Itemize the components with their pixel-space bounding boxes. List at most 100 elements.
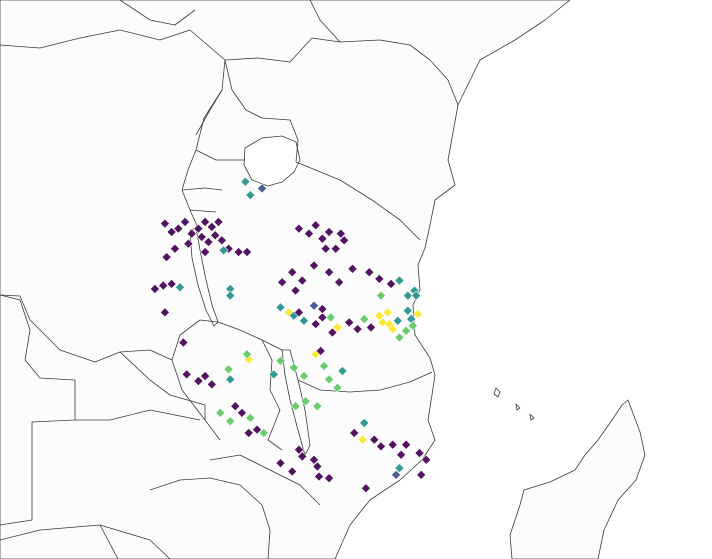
site-marker[interactable] xyxy=(392,315,403,326)
site-marker[interactable] xyxy=(327,327,338,338)
site-marker[interactable] xyxy=(159,218,170,229)
site-marker[interactable] xyxy=(324,267,335,278)
site-marker[interactable] xyxy=(178,337,189,348)
site-marker[interactable] xyxy=(319,360,330,371)
site-marker[interactable] xyxy=(183,238,194,249)
site-marker[interactable] xyxy=(200,247,211,258)
site-marker[interactable] xyxy=(166,226,177,237)
site-marker[interactable] xyxy=(411,290,422,301)
site-marker[interactable] xyxy=(173,223,184,234)
site-marker[interactable] xyxy=(325,312,336,323)
site-marker[interactable] xyxy=(374,273,385,284)
site-marker[interactable] xyxy=(360,483,371,494)
site-marker[interactable] xyxy=(203,237,214,248)
site-marker[interactable] xyxy=(206,379,217,390)
site-marker[interactable] xyxy=(298,315,309,326)
site-marker[interactable] xyxy=(344,317,355,328)
site-marker[interactable] xyxy=(310,319,321,330)
site-marker[interactable] xyxy=(401,439,412,450)
site-marker[interactable] xyxy=(159,307,170,318)
site-marker[interactable] xyxy=(330,243,341,254)
site-marker[interactable] xyxy=(364,267,375,278)
site-marker[interactable] xyxy=(394,463,405,474)
site-marker[interactable] xyxy=(335,228,346,239)
site-marker[interactable] xyxy=(225,416,236,427)
site-marker[interactable] xyxy=(158,280,169,291)
site-marker[interactable] xyxy=(382,307,393,318)
site-marker[interactable] xyxy=(180,216,191,227)
site-marker[interactable] xyxy=(225,290,236,301)
site-marker[interactable] xyxy=(324,374,335,385)
site-marker[interactable] xyxy=(375,441,387,452)
site-marker[interactable] xyxy=(394,275,405,286)
site-marker[interactable] xyxy=(290,401,301,412)
site-marker[interactable] xyxy=(223,364,234,375)
site-marker[interactable] xyxy=(337,365,348,377)
site-marker[interactable] xyxy=(414,448,425,459)
site-marker[interactable] xyxy=(317,312,328,323)
site-marker[interactable] xyxy=(324,473,335,484)
site-marker[interactable] xyxy=(312,401,323,412)
site-marker[interactable] xyxy=(169,243,180,254)
site-marker[interactable] xyxy=(416,469,427,480)
site-marker[interactable] xyxy=(268,369,279,380)
site-marker[interactable] xyxy=(290,285,301,296)
site-marker[interactable] xyxy=(241,247,253,258)
site-marker[interactable] xyxy=(412,309,423,320)
site-marker[interactable] xyxy=(314,471,325,482)
site-marker[interactable] xyxy=(324,226,335,237)
site-marker[interactable] xyxy=(421,454,432,465)
site-marker[interactable] xyxy=(206,221,217,232)
site-marker[interactable] xyxy=(349,427,360,438)
site-marker[interactable] xyxy=(275,302,286,313)
site-marker[interactable] xyxy=(210,230,221,241)
site-marker[interactable] xyxy=(275,458,286,469)
site-marker[interactable] xyxy=(293,223,304,234)
site-marker[interactable] xyxy=(174,282,186,293)
site-marker[interactable] xyxy=(300,396,311,407)
site-marker[interactable] xyxy=(196,231,207,243)
site-marker[interactable] xyxy=(277,277,288,288)
site-marker[interactable] xyxy=(257,183,268,194)
site-marker[interactable] xyxy=(394,332,405,343)
site-marker[interactable] xyxy=(391,469,402,480)
site-marker[interactable] xyxy=(297,275,308,286)
site-marker[interactable] xyxy=(401,325,412,336)
site-marker[interactable] xyxy=(218,245,229,256)
site-marker[interactable] xyxy=(396,449,407,460)
site-marker[interactable] xyxy=(303,228,314,239)
site-marker[interactable] xyxy=(310,220,321,231)
site-marker[interactable] xyxy=(317,304,328,315)
site-marker[interactable] xyxy=(240,176,251,187)
site-marker[interactable] xyxy=(308,454,320,465)
site-marker[interactable] xyxy=(161,252,172,263)
site-marker[interactable] xyxy=(369,434,380,445)
site-marker[interactable] xyxy=(216,235,227,246)
site-marker[interactable] xyxy=(252,424,263,435)
site-marker[interactable] xyxy=(308,300,320,311)
site-marker[interactable] xyxy=(297,451,308,462)
site-marker[interactable] xyxy=(387,324,398,335)
site-marker[interactable] xyxy=(200,216,211,227)
site-marker[interactable] xyxy=(317,233,328,244)
site-marker[interactable] xyxy=(365,322,376,333)
site-marker[interactable] xyxy=(213,216,224,227)
site-marker[interactable] xyxy=(315,345,326,356)
site-marker[interactable] xyxy=(387,439,398,450)
site-marker[interactable] xyxy=(230,401,241,412)
site-marker[interactable] xyxy=(258,427,269,438)
site-marker[interactable] xyxy=(293,444,304,455)
site-marker[interactable] xyxy=(402,290,413,301)
site-marker[interactable] xyxy=(375,290,387,301)
site-marker[interactable] xyxy=(236,407,247,418)
site-marker[interactable] xyxy=(402,305,413,316)
site-marker[interactable] xyxy=(186,228,197,239)
site-marker[interactable] xyxy=(215,407,226,418)
site-marker[interactable] xyxy=(275,355,286,366)
site-marker[interactable] xyxy=(166,278,177,289)
site-marker[interactable] xyxy=(241,349,253,360)
site-marker[interactable] xyxy=(312,461,323,472)
site-marker[interactable] xyxy=(233,247,244,258)
site-marker[interactable] xyxy=(200,371,211,382)
